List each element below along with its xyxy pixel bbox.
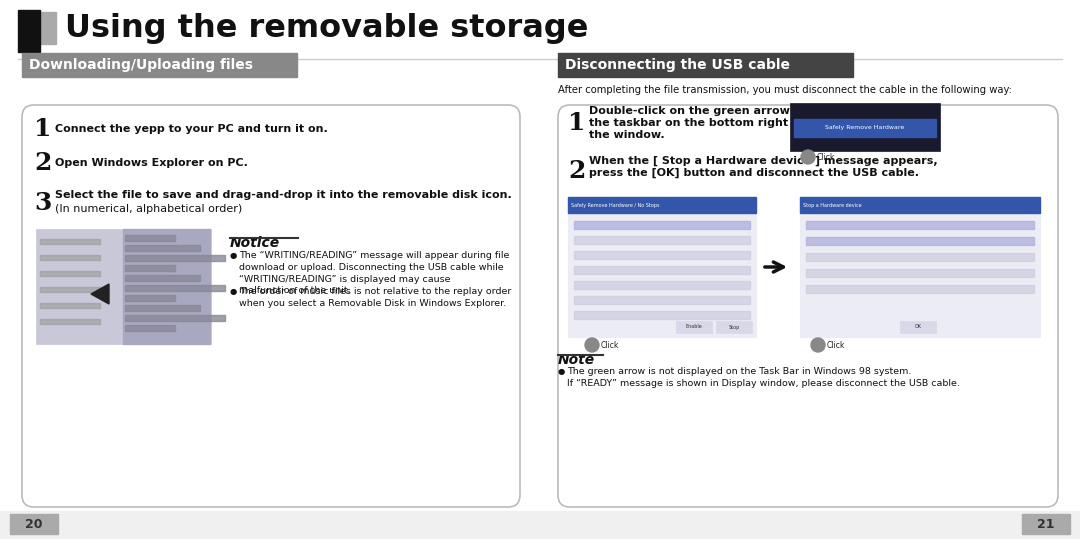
Text: 1: 1 — [33, 117, 52, 141]
Bar — [900, 321, 936, 333]
Bar — [125, 295, 175, 301]
Bar — [789, 103, 940, 151]
Text: Stop a Hardware device: Stop a Hardware device — [804, 203, 862, 208]
Bar — [573, 281, 750, 289]
Text: 2: 2 — [568, 159, 585, 183]
Bar — [125, 325, 175, 331]
Bar — [40, 303, 100, 308]
Text: OK: OK — [915, 324, 921, 329]
Text: Using the removable storage: Using the removable storage — [65, 13, 589, 45]
Bar — [40, 239, 100, 244]
Text: Downloading/Uploading files: Downloading/Uploading files — [29, 58, 253, 72]
Bar — [30, 12, 56, 44]
Circle shape — [801, 150, 815, 164]
Text: Notice: Notice — [230, 236, 280, 250]
Text: Stop: Stop — [728, 324, 740, 329]
FancyBboxPatch shape — [22, 105, 519, 507]
Text: ●: ● — [558, 367, 565, 376]
Text: Click: Click — [600, 341, 619, 349]
Text: The green arrow is not displayed on the Task Bar in Windows 98 system.
If “READY: The green arrow is not displayed on the … — [567, 367, 960, 388]
Bar — [1022, 514, 1070, 534]
Bar — [40, 255, 100, 260]
Bar — [22, 53, 297, 77]
Bar — [573, 236, 750, 244]
Bar — [125, 235, 175, 241]
Bar — [573, 251, 750, 259]
Text: Note: Note — [558, 353, 595, 367]
Bar — [40, 319, 100, 324]
Text: Open Windows Explorer on PC.: Open Windows Explorer on PC. — [55, 158, 248, 168]
Bar — [794, 119, 936, 137]
Text: Safely Remove Hardware: Safely Remove Hardware — [825, 126, 905, 130]
Bar — [716, 321, 752, 333]
Bar — [125, 305, 200, 311]
Text: Select the file to save and drag-and-drop it into the removable disk icon.: Select the file to save and drag-and-dro… — [55, 190, 512, 200]
Bar — [125, 275, 200, 281]
Text: Safely Remove Hardware / No Stops: Safely Remove Hardware / No Stops — [571, 203, 660, 208]
Bar — [573, 266, 750, 274]
Bar — [40, 287, 100, 292]
Bar — [568, 197, 756, 337]
Text: 3: 3 — [33, 191, 52, 215]
Text: Click: Click — [816, 153, 835, 162]
Text: The order of music files is not relative to the replay order
when you select a R: The order of music files is not relative… — [239, 287, 511, 308]
Bar — [36, 229, 211, 344]
Text: 2: 2 — [33, 151, 52, 175]
Bar — [806, 253, 1034, 261]
Circle shape — [811, 338, 825, 352]
Bar — [806, 237, 1034, 245]
Bar — [125, 245, 200, 251]
Bar — [40, 271, 100, 276]
FancyBboxPatch shape — [558, 105, 1058, 507]
Polygon shape — [91, 284, 109, 304]
Bar — [123, 229, 210, 344]
Text: The “WRITING/READING” message will appear during file
download or upload. Discon: The “WRITING/READING” message will appea… — [239, 251, 510, 295]
Text: 21: 21 — [1037, 517, 1055, 530]
Bar — [806, 221, 1034, 229]
Bar — [800, 197, 1040, 337]
Bar — [125, 285, 225, 291]
Circle shape — [585, 338, 599, 352]
Text: When the [ Stop a Hardware device ] message appears,
press the [OK] button and d: When the [ Stop a Hardware device ] mess… — [589, 156, 937, 178]
Text: ●: ● — [230, 287, 238, 296]
Text: Double-click on the green arrow in
the taskbar on the bottom right of
the window: Double-click on the green arrow in the t… — [589, 106, 806, 140]
Bar — [800, 197, 1040, 213]
Text: Connect the yepp to your PC and turn it on.: Connect the yepp to your PC and turn it … — [55, 124, 327, 134]
Bar — [806, 269, 1034, 277]
Text: 20: 20 — [25, 517, 43, 530]
Text: 1: 1 — [568, 111, 585, 135]
Text: Enable: Enable — [686, 324, 702, 329]
Bar — [568, 197, 756, 213]
Text: After completing the file transmission, you must disconnect the cable in the fol: After completing the file transmission, … — [558, 85, 1012, 95]
Bar — [573, 311, 750, 319]
Bar — [676, 321, 712, 333]
Text: Disconnecting the USB cable: Disconnecting the USB cable — [565, 58, 789, 72]
Bar — [558, 53, 853, 77]
Bar — [125, 265, 175, 271]
Text: ●: ● — [230, 251, 238, 260]
Bar — [125, 315, 225, 321]
Bar — [0, 511, 1080, 539]
Text: Click: Click — [827, 341, 846, 349]
Bar — [125, 255, 225, 261]
Bar — [573, 221, 750, 229]
Text: (In numerical, alphabetical order): (In numerical, alphabetical order) — [55, 204, 242, 214]
Bar — [573, 296, 750, 304]
Bar — [806, 285, 1034, 293]
Bar — [10, 514, 58, 534]
Bar — [18, 10, 40, 52]
